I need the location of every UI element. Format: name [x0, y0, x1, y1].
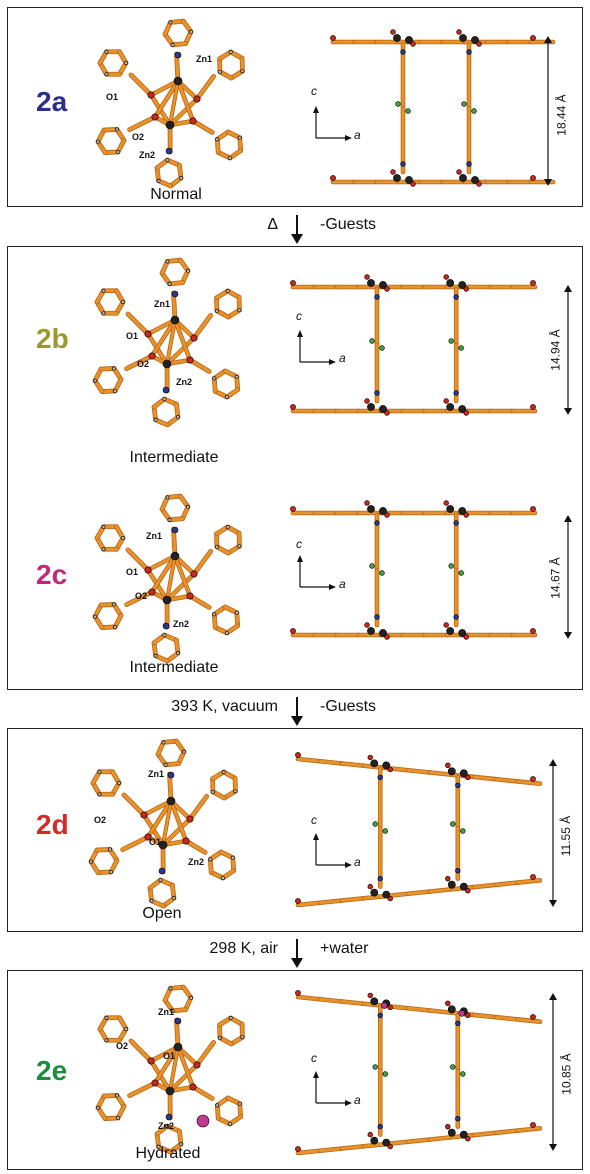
atom-label-o2: O2 — [94, 815, 107, 825]
distance-label-2d: 11.55 Å — [559, 815, 574, 857]
cluster-structure-2c — [92, 493, 242, 664]
lattice-structure-2b — [290, 274, 572, 416]
atom-label-zn2: Zn2 — [176, 377, 193, 387]
atom-label-o2: O2 — [135, 591, 148, 601]
atom-label-zn1: Zn1 — [154, 299, 171, 309]
axis-label-a: a — [354, 128, 361, 142]
step-arrow-2: 393 K, vacuum -Guests — [0, 690, 590, 726]
step-effect: -Guests — [320, 216, 377, 233]
compound-label-2a: 2a — [36, 86, 68, 117]
atom-label-o2: O2 — [132, 132, 145, 142]
step-arrow-3: 298 K, air +water — [0, 932, 590, 968]
atom-label-zn2: Zn2 — [158, 1121, 175, 1131]
caption-2e: Hydrated — [135, 1145, 201, 1162]
atom-label-o1: O1 — [149, 837, 162, 847]
atom-label-o1: O1 — [126, 567, 139, 577]
compound-label-2b: 2b — [36, 323, 69, 354]
panel-2d: 2d Zn1 O2 O1 Zn2 Open c a 11.55 Å — [7, 728, 583, 932]
axis-label-a: a — [339, 577, 346, 591]
atom-label-zn1: Zn1 — [196, 54, 213, 64]
step-condition: 298 K, air — [209, 940, 278, 957]
atom-label-o1: O1 — [126, 331, 139, 341]
atom-label-zn2: Zn2 — [139, 150, 156, 160]
panel-2b-2c: 2b Zn1 O1 O2 Zn2 Intermediate c a 14.94 … — [7, 246, 583, 690]
cluster-structure-2e — [95, 984, 245, 1155]
axis-label-a: a — [339, 351, 346, 365]
step-condition: Δ — [267, 216, 278, 233]
atom-label-zn1: Zn1 — [158, 1007, 175, 1017]
axis-label-c: c — [311, 1051, 317, 1065]
step-arrow-1: Δ -Guests — [0, 208, 590, 244]
atom-label-zn2: Zn2 — [188, 857, 205, 867]
atom-label-o2: O2 — [137, 359, 150, 369]
compound-label-2e: 2e — [36, 1055, 68, 1086]
panel-2a: 2a Zn1 O1 O2 Zn2 Normal c a 18.44 Å — [7, 7, 583, 207]
step-condition: 393 K, vacuum — [171, 698, 278, 715]
axis-label-c: c — [296, 309, 302, 323]
step-effect: +water — [320, 940, 369, 957]
atom-label-o1: O1 — [106, 92, 119, 102]
caption-2b: Intermediate — [129, 449, 219, 466]
axis-label-c: c — [296, 537, 302, 551]
distance-label-2e: 10.85 Å — [559, 1053, 574, 1095]
cluster-structure-2d — [88, 738, 238, 909]
lattice-structure-2e — [295, 990, 557, 1156]
cluster-structure-2b — [92, 257, 242, 428]
atom-label-zn1: Zn1 — [146, 531, 163, 541]
panel-2e: 2e Zn1 O2 O1 Zn2 Hydrated c a 10.85 Å — [7, 970, 583, 1170]
axis-label-a: a — [354, 1093, 361, 1107]
compound-label-2d: 2d — [36, 809, 69, 840]
step-effect: -Guests — [320, 698, 377, 715]
lattice-structure-2c — [290, 500, 572, 640]
distance-label-2c: 14.67 Å — [548, 557, 563, 599]
compound-label-2c: 2c — [36, 559, 68, 590]
caption-2d: Open — [142, 905, 182, 922]
caption-2c: Intermediate — [129, 659, 219, 676]
axis-label-c: c — [311, 84, 317, 98]
lattice-structure-2a — [313, 29, 556, 187]
caption-2a: Normal — [150, 186, 202, 203]
atom-label-o1: O1 — [163, 1051, 176, 1061]
distance-label-2a: 18.44 Å — [554, 94, 569, 136]
axis-label-c: c — [311, 813, 317, 827]
atom-label-o2: O2 — [116, 1041, 129, 1051]
atom-label-zn2: Zn2 — [173, 619, 190, 629]
lattice-structure-2d — [295, 752, 557, 908]
cluster-structure-2a — [95, 18, 245, 189]
atom-label-zn1: Zn1 — [148, 769, 165, 779]
axis-label-a: a — [354, 855, 361, 869]
distance-label-2b: 14.94 Å — [548, 329, 563, 371]
